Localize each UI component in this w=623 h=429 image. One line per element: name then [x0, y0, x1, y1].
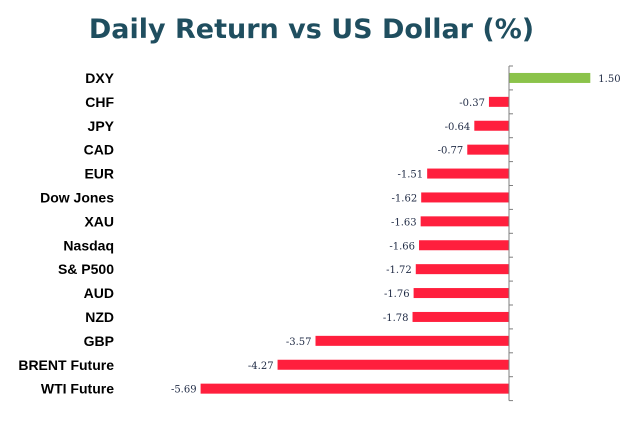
- value-label-aud: -1.76: [384, 289, 410, 300]
- value-label-xau: -1.63: [391, 217, 417, 228]
- value-label-nasdaq: -1.66: [389, 241, 415, 252]
- value-label-brent-future: -4.27: [248, 361, 274, 372]
- bar-nasdaq: [419, 240, 509, 251]
- bar-dxy: [509, 72, 591, 83]
- value-label-s-p500: -1.72: [386, 265, 412, 276]
- value-label-jpy: -0.64: [445, 122, 471, 133]
- category-label-jpy: JPY: [88, 118, 115, 134]
- bar-s-p500: [415, 264, 509, 275]
- chart-title: Daily Return vs US Dollar (%): [88, 14, 535, 45]
- category-label-nasdaq: Nasdaq: [63, 237, 114, 253]
- value-label-cad: -0.77: [438, 146, 464, 157]
- category-label-wti-future: WTI Future: [41, 381, 114, 397]
- category-label-dxy: DXY: [85, 70, 114, 86]
- category-label-chf: CHF: [85, 94, 114, 110]
- value-label-gbp: -3.57: [286, 337, 312, 348]
- category-label-dow-jones: Dow Jones: [40, 189, 114, 205]
- bar-brent-future: [277, 359, 509, 370]
- axis-layer: [508, 65, 513, 402]
- category-label-eur: EUR: [84, 166, 114, 182]
- value-label-wti-future: -5.69: [171, 385, 197, 396]
- value-label-nzd: -1.78: [383, 313, 409, 324]
- bars-layer: [200, 72, 591, 394]
- category-label-nzd: NZD: [85, 309, 114, 325]
- category-label-brent-future: BRENT Future: [18, 357, 114, 373]
- category-label-gbp: GBP: [84, 333, 114, 349]
- bar-jpy: [474, 120, 509, 131]
- labels-layer: DXY 1.50 CHF -0.37 JPY -0.64 CAD -0.77 EUR -1.51 D…: [18, 70, 620, 397]
- bar-eur: [427, 168, 509, 179]
- category-label-s-p500: S& P500: [58, 261, 114, 277]
- bar-cad: [467, 144, 509, 155]
- category-label-xau: XAU: [84, 213, 114, 229]
- value-label-dow-jones: -1.62: [392, 193, 418, 204]
- value-label-dxy: 1.50: [598, 74, 620, 85]
- bar-wti-future: [200, 383, 510, 394]
- bar-aud: [413, 288, 509, 299]
- bar-gbp: [315, 335, 509, 346]
- value-label-chf: -0.37: [459, 98, 485, 109]
- bar-nzd: [412, 311, 509, 322]
- value-label-eur: -1.51: [398, 170, 424, 181]
- bar-xau: [420, 216, 509, 227]
- category-label-cad: CAD: [84, 142, 114, 158]
- category-label-aud: AUD: [84, 285, 114, 301]
- bar-dow-jones: [421, 192, 509, 203]
- bar-chf: [488, 96, 509, 107]
